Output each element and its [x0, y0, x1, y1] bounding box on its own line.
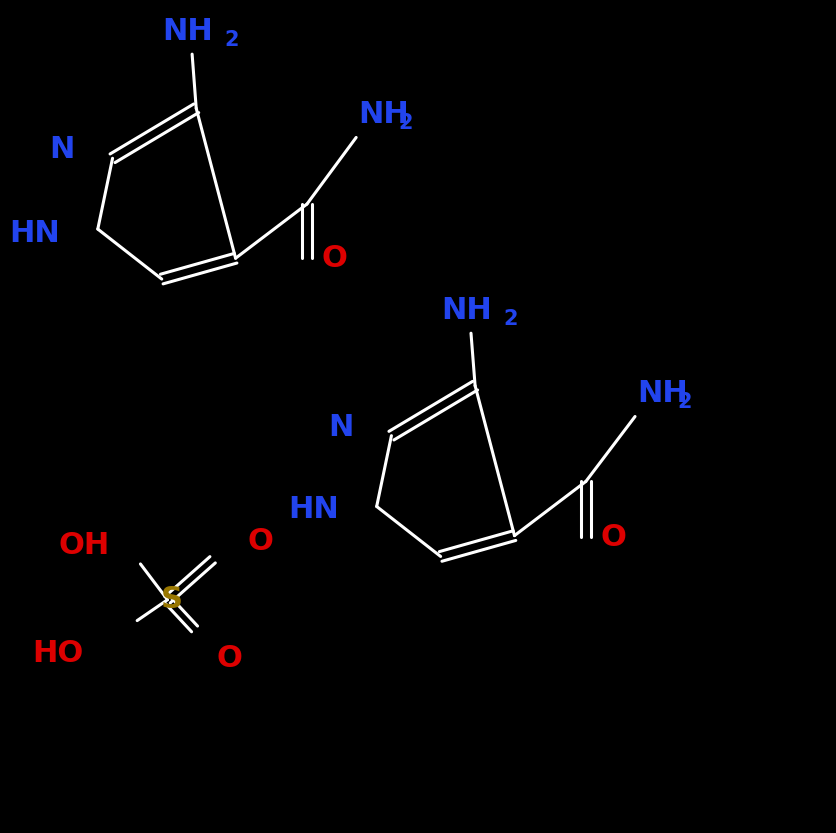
Text: HO: HO — [32, 640, 83, 668]
Text: O: O — [322, 244, 348, 272]
Text: N: N — [49, 136, 74, 164]
Text: OH: OH — [59, 531, 110, 560]
Text: NH: NH — [359, 100, 410, 129]
Text: NH: NH — [163, 17, 213, 46]
Text: HN: HN — [288, 496, 339, 524]
Text: 2: 2 — [503, 309, 517, 329]
Text: 2: 2 — [398, 113, 413, 133]
Text: S: S — [161, 586, 182, 614]
Text: O: O — [217, 644, 242, 672]
Text: 2: 2 — [677, 392, 691, 412]
Text: N: N — [329, 413, 354, 441]
Text: 2: 2 — [224, 30, 239, 50]
Text: O: O — [600, 523, 626, 551]
Text: HN: HN — [9, 219, 60, 247]
Text: NH: NH — [638, 379, 688, 408]
Text: NH: NH — [441, 296, 492, 325]
Text: O: O — [247, 527, 273, 556]
